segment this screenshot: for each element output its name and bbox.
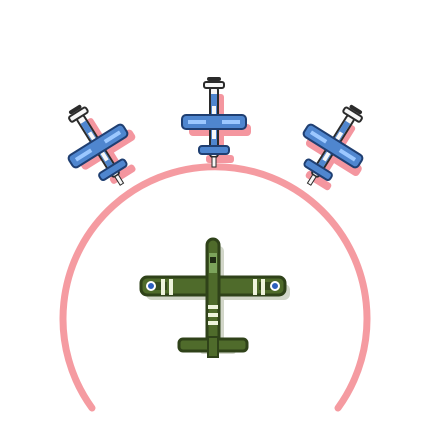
blue-fighter-plane-icon <box>281 89 390 205</box>
green-transport-plane-icon <box>139 237 292 359</box>
escort-plane-right <box>281 89 390 205</box>
blue-fighter-plane-icon <box>181 76 252 168</box>
escort-plane-center <box>181 76 252 168</box>
player-plane[interactable] <box>139 237 292 359</box>
